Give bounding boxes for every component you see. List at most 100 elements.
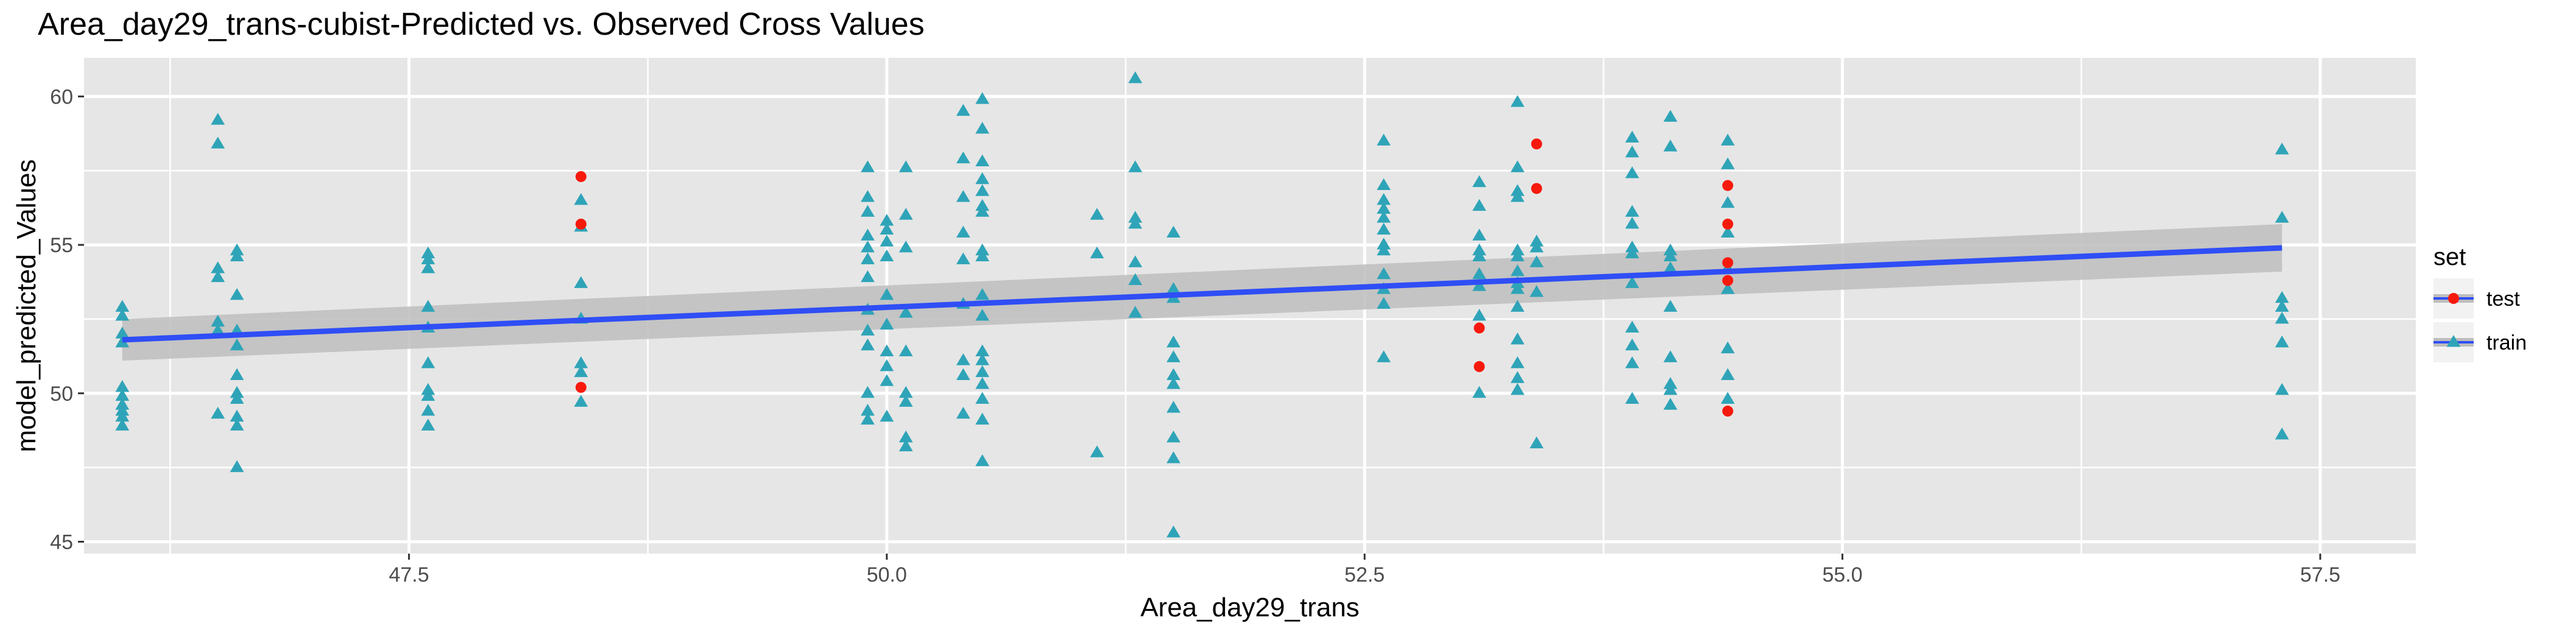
train-point [2274, 311, 2289, 324]
train-point [230, 243, 244, 256]
test-point [1722, 257, 1734, 269]
train-point [1721, 195, 1735, 208]
train-point [975, 199, 990, 211]
train-point [880, 249, 894, 262]
train-point [975, 287, 990, 300]
train-point [1510, 300, 1525, 312]
train-point [861, 205, 875, 217]
train-point [975, 184, 990, 196]
train-point [1510, 282, 1525, 294]
train-point [898, 430, 913, 443]
train-point [1625, 166, 1639, 178]
train-point [1090, 246, 1104, 259]
train-point [421, 246, 436, 259]
train-point [880, 344, 894, 356]
train-point [1510, 371, 1525, 383]
legend-test-marker [2448, 293, 2459, 304]
train-point [211, 314, 225, 327]
train-point [1510, 264, 1525, 276]
train-point [1472, 386, 1486, 398]
train-point [115, 398, 130, 410]
train-point [1510, 382, 1525, 395]
train-point [115, 380, 130, 392]
train-point [230, 460, 244, 473]
train-point [211, 406, 225, 419]
train-point [230, 409, 244, 422]
train-point [1128, 306, 1143, 318]
train-point [956, 151, 970, 164]
train-point [115, 335, 130, 348]
train-point [1663, 382, 1678, 395]
train-point [1721, 225, 1735, 238]
train-point [421, 300, 436, 312]
train-point [1625, 240, 1639, 253]
train-point [230, 386, 244, 398]
train-point [2274, 382, 2289, 395]
train-point [1530, 285, 1544, 297]
train-point [1377, 202, 1391, 214]
test-point [1722, 218, 1734, 230]
train-point [421, 418, 436, 431]
train-point [1472, 249, 1486, 262]
train-point [1625, 276, 1639, 288]
train-point [861, 338, 875, 351]
train-point [956, 368, 970, 380]
train-point [1128, 273, 1143, 286]
train-point [975, 243, 990, 256]
train-point [975, 365, 990, 378]
legend-title: set [2433, 244, 2466, 270]
train-point [421, 382, 436, 395]
train-point [1166, 377, 1180, 389]
x-tick-label: 47.5 [389, 563, 429, 586]
train-point [1166, 525, 1180, 538]
train-point [1721, 157, 1735, 169]
train-point [115, 404, 130, 416]
train-point [861, 240, 875, 253]
train-point [574, 356, 588, 368]
train-point [211, 136, 225, 149]
train-point [1166, 350, 1180, 362]
train-point [1472, 267, 1486, 280]
train-point [211, 323, 225, 336]
y-tick-label: 55 [50, 234, 73, 257]
train-point [956, 225, 970, 238]
train-point [1128, 211, 1143, 223]
train-point [1166, 401, 1180, 413]
points-layer [115, 71, 2289, 538]
train-point [115, 326, 130, 339]
train-point [1377, 133, 1391, 146]
train-point [861, 404, 875, 416]
train-point [1510, 184, 1525, 196]
train-point [421, 261, 436, 273]
train-point [1721, 282, 1735, 294]
train-point [1472, 243, 1486, 256]
train-point [1166, 282, 1180, 294]
train-point [898, 344, 913, 356]
train-point [1377, 211, 1391, 223]
train-point [1377, 243, 1391, 256]
train-point [2274, 300, 2289, 312]
train-point [880, 359, 894, 372]
train-point [1377, 267, 1391, 280]
test-point [575, 218, 587, 230]
train-point [880, 287, 894, 300]
train-point [2274, 428, 2289, 440]
train-point [1090, 208, 1104, 220]
train-point [1166, 430, 1180, 443]
train-point [1625, 246, 1639, 259]
train-point [115, 309, 130, 321]
train-point [1166, 225, 1180, 238]
train-point [211, 270, 225, 283]
train-point [956, 190, 970, 202]
train-point [1625, 320, 1639, 333]
train-point [1377, 350, 1391, 362]
train-point [898, 306, 913, 318]
train-point [1377, 178, 1391, 191]
train-point [1090, 445, 1104, 457]
train-point [975, 121, 990, 134]
train-point [956, 104, 970, 116]
train-point [975, 249, 990, 262]
test-point [1722, 275, 1734, 286]
